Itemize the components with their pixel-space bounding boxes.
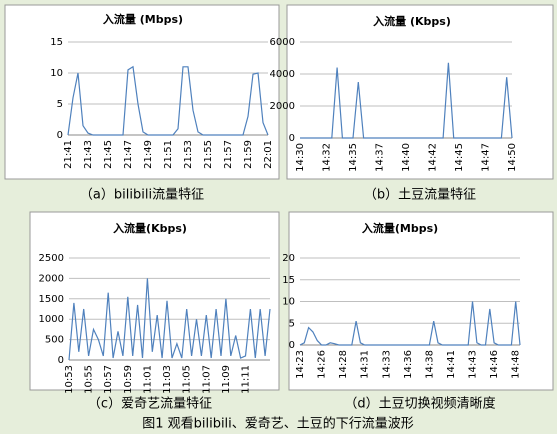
x-tick-label: 21:47: [123, 140, 134, 169]
y-tick-label: 5: [289, 318, 295, 329]
x-tick-label: 10:57: [103, 365, 114, 394]
y-tick-label: 15: [282, 275, 295, 286]
x-tick-label: 14:26: [317, 350, 328, 379]
y-tick-label: 0: [289, 340, 295, 351]
y-tick-label: 2000: [39, 273, 64, 284]
x-tick-label: 11:11: [240, 365, 251, 394]
x-tick-label: 11:03: [162, 365, 173, 394]
y-tick-label: 15: [50, 37, 63, 48]
y-tick-label: 6000: [270, 37, 295, 48]
x-tick-label: 14:38: [424, 350, 435, 379]
x-tick-label: 21:51: [163, 140, 174, 169]
x-tick-label: 14:36: [403, 350, 414, 379]
y-tick-label: 1500: [39, 294, 64, 305]
x-tick-label: 14:41: [446, 350, 457, 379]
chart-title: 入流量(Mbps): [362, 221, 438, 235]
x-tick-label: 14:32: [322, 143, 333, 172]
x-tick-label: 14:35: [348, 143, 359, 172]
y-tick-label: 2500: [39, 253, 64, 264]
chart-title: 入流量(Kbps): [113, 221, 187, 235]
x-tick-label: 21:41: [63, 140, 74, 169]
x-tick-label: 10:59: [123, 365, 134, 394]
x-tick-label: 21:59: [243, 140, 254, 169]
x-tick-label: 22:01: [263, 140, 274, 169]
figure-caption: 图1 观看bilibili、爱奇艺、土豆的下行流量波形: [142, 416, 414, 432]
y-tick-label: 2000: [270, 101, 295, 112]
panel: [286, 4, 554, 180]
x-tick-label: 14:48: [511, 350, 522, 379]
y-tick-label: 10: [50, 68, 63, 79]
x-tick-label: 21:43: [83, 140, 94, 169]
x-tick-label: 14:28: [338, 350, 349, 379]
data-line: [68, 278, 271, 361]
x-tick-label: 14:37: [375, 143, 386, 172]
y-tick-label: 500: [45, 335, 64, 346]
x-tick-label: 14:43: [468, 350, 479, 379]
y-tick-label: 20: [282, 253, 295, 264]
y-tick-label: 4000: [270, 69, 295, 80]
data-line: [300, 62, 513, 139]
x-tick-label: 10:53: [64, 365, 75, 394]
x-tick-label: 11:01: [142, 365, 153, 394]
x-tick-label: 14:45: [454, 143, 465, 172]
chart-caption: （a）bilibili流量特征: [80, 188, 204, 203]
y-tick-label: 5: [57, 99, 63, 110]
y-tick-label: 0: [58, 355, 64, 366]
x-tick-label: 14:23: [295, 350, 306, 379]
y-tick-label: 10: [282, 297, 295, 308]
y-tick-label: 1000: [39, 314, 64, 325]
x-tick-label: 14:50: [507, 143, 518, 172]
x-tick-label: 21:57: [223, 140, 234, 169]
chart-caption: （b）土豆流量特征: [364, 188, 476, 203]
panel: [4, 4, 280, 180]
x-tick-label: 14:31: [360, 350, 371, 379]
y-tick-label: 0: [57, 130, 63, 141]
x-tick-label: 11:07: [201, 365, 212, 394]
x-tick-label: 11:09: [221, 365, 232, 394]
x-tick-label: 14:42: [428, 143, 439, 172]
x-tick-label: 14:46: [489, 350, 500, 379]
chart-title: 入流量 (Kbps): [373, 14, 451, 28]
y-tick-label: 0: [289, 133, 295, 144]
x-tick-label: 21:49: [143, 140, 154, 169]
x-tick-label: 14:33: [381, 350, 392, 379]
x-tick-label: 14:40: [401, 143, 412, 172]
x-tick-label: 10:55: [84, 365, 95, 394]
x-tick-label: 21:53: [183, 140, 194, 169]
x-tick-label: 21:45: [103, 140, 114, 169]
data-line: [299, 301, 521, 346]
chart-caption: （c）爱奇艺流量特征: [88, 396, 212, 412]
chart-caption: （d）土豆切换视频清晰度: [344, 396, 495, 412]
x-tick-label: 14:47: [481, 143, 492, 172]
data-line: [67, 65, 269, 136]
chart-title: 入流量 (Mbps): [103, 12, 183, 26]
x-tick-label: 11:05: [182, 365, 193, 394]
panel: [29, 211, 280, 391]
x-tick-label: 14:30: [295, 143, 306, 172]
x-tick-label: 21:55: [203, 140, 214, 169]
